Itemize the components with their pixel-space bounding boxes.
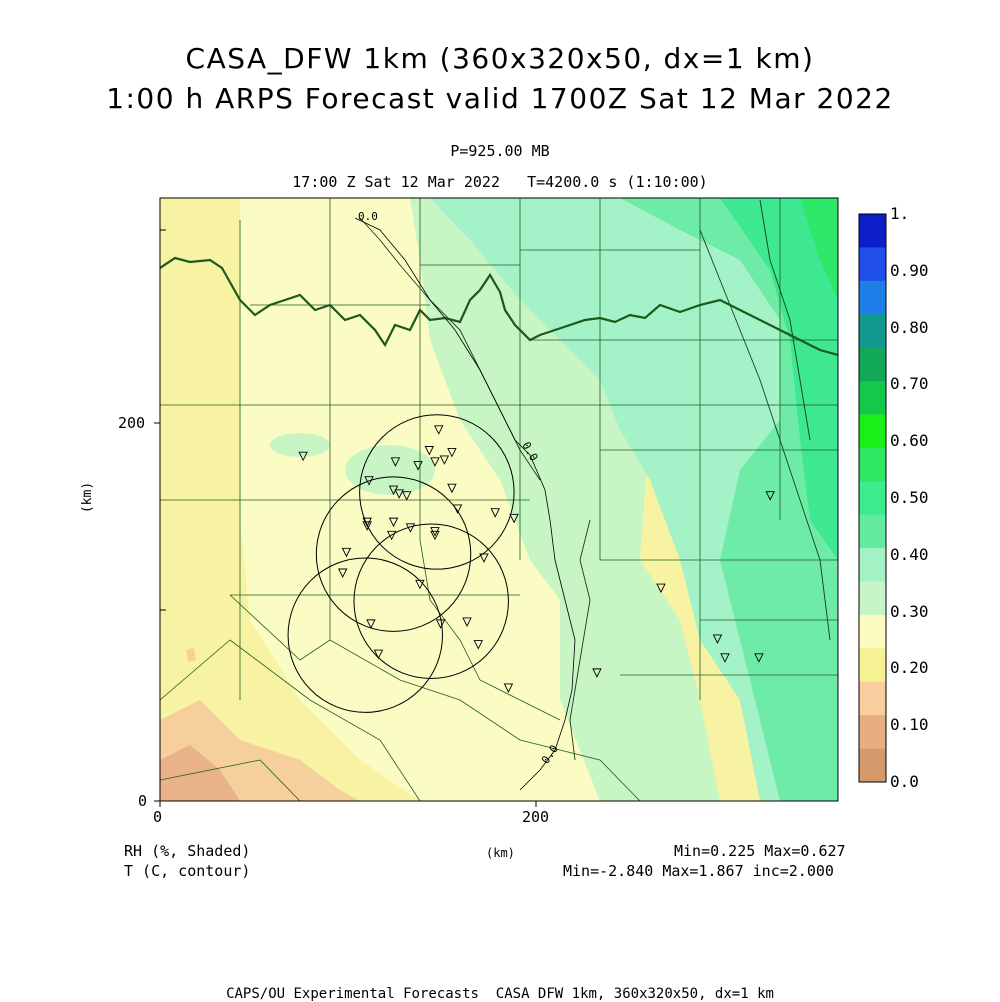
colorbar-swatch <box>859 648 886 683</box>
station-marker <box>479 553 489 563</box>
contour-label: 0.0 <box>358 210 378 223</box>
temperature-contours <box>354 217 576 791</box>
station-marker <box>434 425 444 435</box>
station-marker <box>366 619 376 629</box>
colorbar-swatch <box>859 214 886 248</box>
y-tick-0: 0 <box>138 792 148 810</box>
x-tick-0: 0 <box>153 808 163 826</box>
colorbar-label: 0.50 <box>890 488 929 507</box>
station-marker <box>390 457 401 467</box>
station-marker <box>712 634 723 644</box>
colorbar-label: 0.40 <box>890 544 929 564</box>
station-marker <box>362 521 372 531</box>
station-marker <box>388 517 399 528</box>
colorbar-swatch <box>859 247 886 282</box>
station-marker <box>503 683 514 693</box>
station-marker <box>424 446 435 456</box>
valid-time: 17:00 Z Sat 12 Mar 2022 T=4200.0 s (1:10… <box>292 173 708 191</box>
station-marker <box>401 491 412 501</box>
county-boundaries <box>160 198 838 801</box>
colorbar-swatch <box>859 681 886 716</box>
radar-range-rings <box>287 414 515 713</box>
colorbar-label: 0.80 <box>890 317 929 337</box>
radar-range-ring <box>287 557 443 713</box>
y-tick-200: 200 <box>118 414 146 432</box>
colorbar-label: 0.10 <box>890 715 929 735</box>
colorbar-frame <box>858 213 887 783</box>
title-line-1: CASA_DFW 1km (360x320x50, dx=1 km) <box>185 42 815 75</box>
rh-min-max: Min=0.225 Max=0.627 <box>674 842 846 860</box>
station-marker <box>656 583 666 594</box>
colorbar-swatch <box>859 548 886 583</box>
radar-range-ring <box>359 414 515 570</box>
station-marker <box>765 491 775 501</box>
station-marker <box>490 508 500 518</box>
x-axis-unit: (km) <box>486 846 515 860</box>
contour-field-label: T (C, contour) <box>124 862 251 880</box>
colorbar-swatch <box>859 414 886 449</box>
station-marker <box>435 619 446 629</box>
axis-ticks <box>154 229 537 807</box>
station-marker <box>337 568 348 578</box>
plot-frame <box>159 197 839 802</box>
station-marker <box>447 447 457 458</box>
station-marker <box>509 513 519 524</box>
station-marker <box>430 527 440 537</box>
station-marker <box>754 653 764 663</box>
colorbar-label: 0.0 <box>890 772 919 791</box>
colorbar-swatch <box>859 347 886 382</box>
colorbar-label: 0.90 <box>890 260 929 280</box>
station-marker <box>462 617 472 627</box>
colorbar-swatch <box>859 447 886 482</box>
colorbar-swatch <box>859 748 886 783</box>
colorbar-swatch <box>859 614 886 649</box>
colorbar-swatch <box>859 715 886 750</box>
y-axis-unit: (km) <box>80 481 96 514</box>
colorbar-label: 0.60 <box>890 431 929 451</box>
shaded-field-label: RH (%, Shaded) <box>124 842 251 860</box>
station-marker <box>298 451 308 462</box>
station-marker <box>473 640 484 650</box>
station-marker <box>415 579 425 590</box>
station-marker <box>341 547 352 558</box>
radar-range-ring <box>353 523 509 679</box>
station-marker <box>373 649 384 660</box>
colorbar-swatch <box>859 581 886 616</box>
observation-stations <box>298 425 775 693</box>
colorbar-swatch <box>859 514 886 549</box>
station-marker <box>405 523 416 533</box>
x-tick-200: 200 <box>522 808 550 826</box>
colorbar-label: 1. <box>890 204 910 223</box>
station-marker <box>447 483 457 494</box>
colorbar-label: 0.30 <box>890 601 929 621</box>
t-min-max: Min=-2.840 Max=1.867 inc=2.000 <box>563 862 834 880</box>
state-border <box>160 256 838 357</box>
colorbar-label: 0.20 <box>890 658 929 678</box>
colorbar-swatch <box>859 280 886 315</box>
rh-colorbar <box>858 213 887 783</box>
pressure-level: P=925.00 MB <box>450 142 550 160</box>
station-marker <box>592 668 602 678</box>
rh-shading <box>160 198 838 801</box>
station-marker <box>430 457 440 467</box>
radar-range-ring <box>315 476 472 632</box>
station-marker <box>439 455 450 465</box>
station-marker <box>394 489 404 499</box>
station-marker <box>364 476 374 486</box>
station-marker <box>452 504 463 514</box>
colorbar-swatch <box>859 381 886 415</box>
title-line-2: 1:00 h ARPS Forecast valid 1700Z Sat 12 … <box>106 82 894 115</box>
station-marker <box>430 530 440 541</box>
colorbar-label: 0.70 <box>890 374 929 394</box>
station-marker <box>413 461 423 471</box>
station-marker <box>386 530 397 541</box>
colorbar-swatch <box>859 481 886 516</box>
station-marker <box>720 653 730 663</box>
credit-line: CAPS/OU Experimental Forecasts CASA DFW … <box>226 986 774 1002</box>
colorbar-swatch <box>859 314 886 349</box>
